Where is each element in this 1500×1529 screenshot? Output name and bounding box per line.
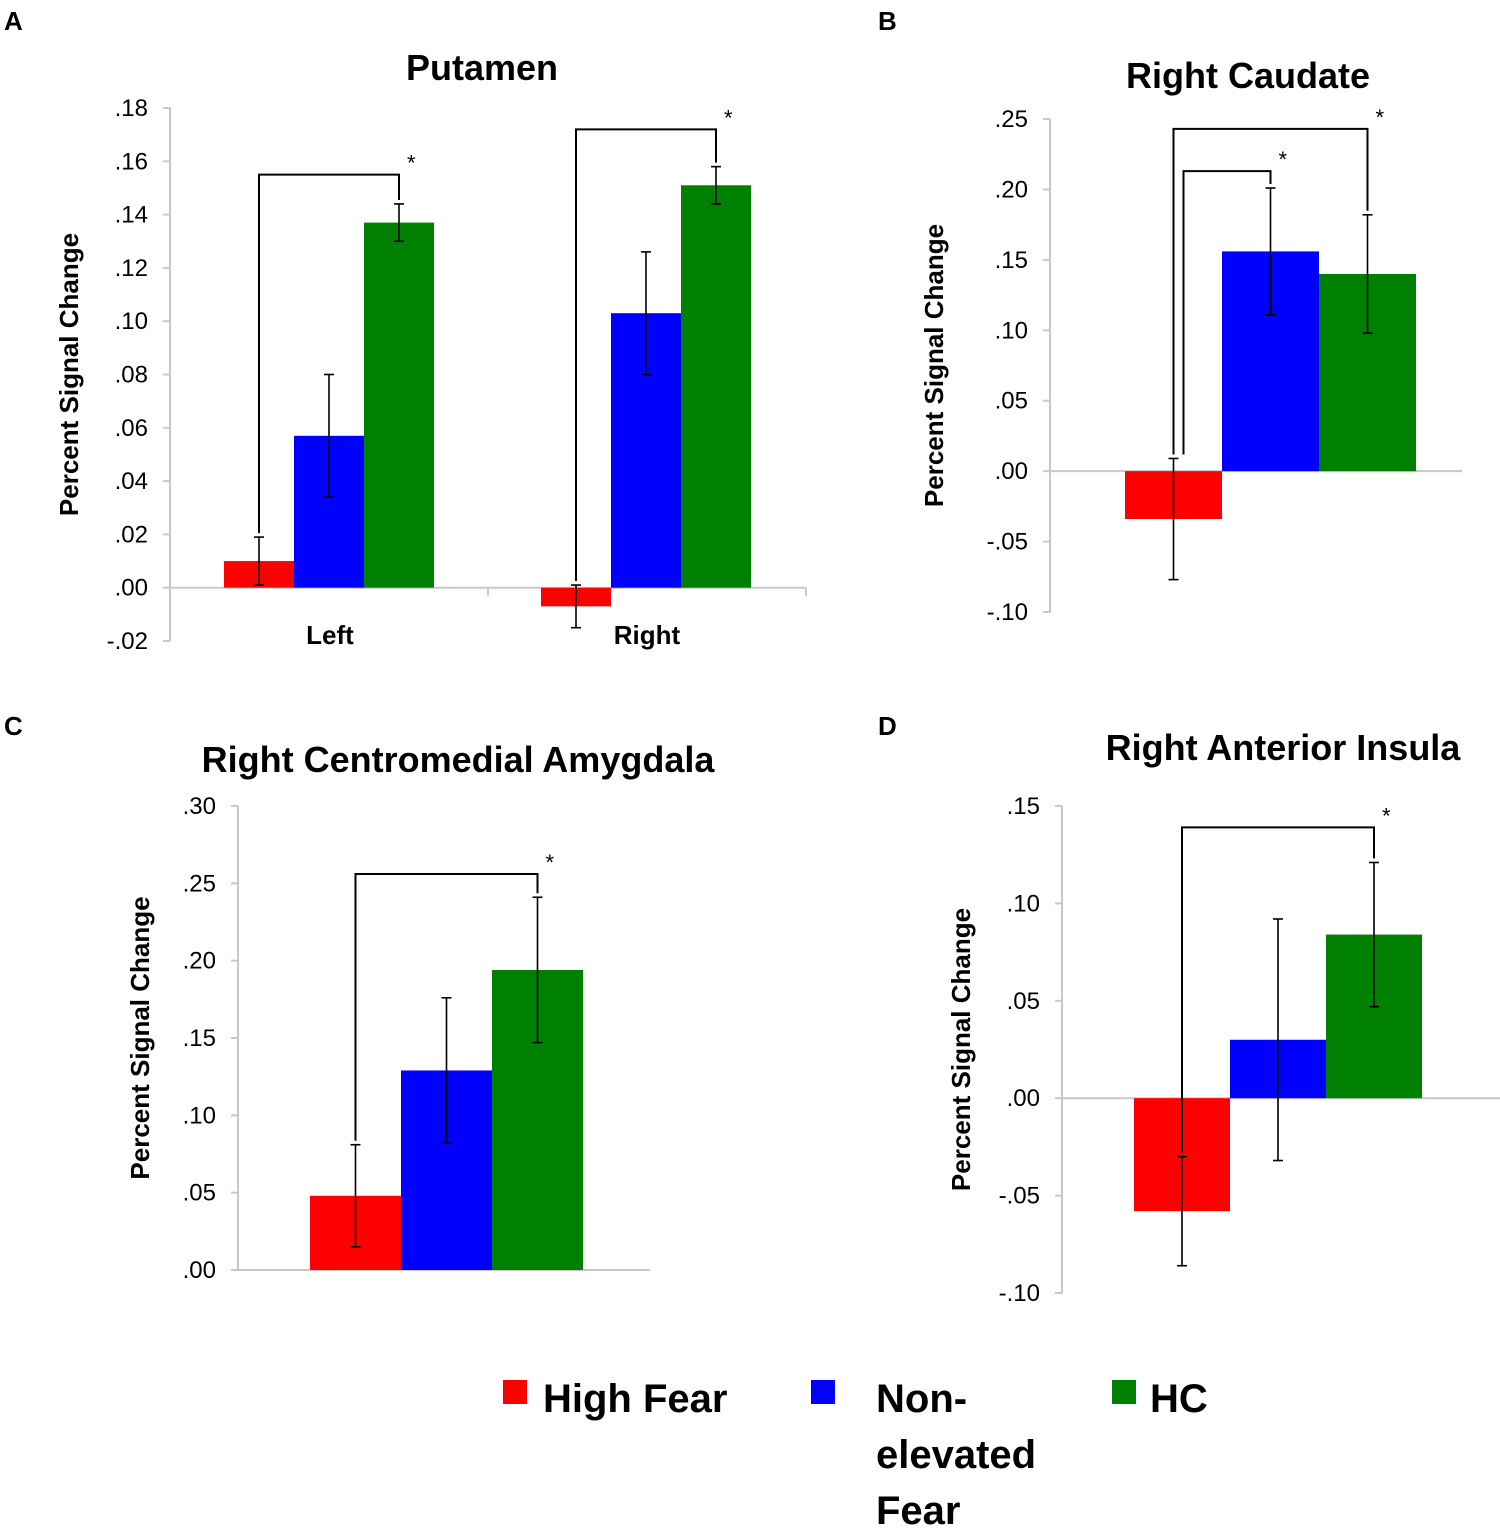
- legend-item: HC: [1112, 1377, 1208, 1421]
- significance-label: *: [407, 151, 416, 176]
- panel-letter: B: [878, 6, 897, 36]
- panel-letter: A: [4, 6, 23, 36]
- chart-title: Putamen: [406, 47, 558, 88]
- y-tick-label: .08: [115, 362, 148, 389]
- panel-d: D Right Anterior Insula Percent Signal Cha…: [878, 711, 1500, 1307]
- significance-label: *: [546, 850, 555, 875]
- y-tick-label: .10: [115, 308, 148, 335]
- y-tick-label: .10: [995, 317, 1028, 344]
- significance-label: *: [724, 105, 733, 130]
- legend-label: Fear: [876, 1489, 961, 1529]
- significance-bracket: [258, 173, 400, 534]
- y-tick-label: .10: [1007, 890, 1040, 917]
- y-tick-label: -.02: [107, 628, 148, 655]
- y-tick-label: -.05: [999, 1183, 1040, 1210]
- panel-letter: D: [878, 711, 897, 741]
- panel-c: C Right Centromedial Amygdala Percent Sign…: [4, 711, 715, 1284]
- significance-label: *: [1376, 105, 1385, 130]
- y-axis-label: Percent Signal Change: [919, 224, 949, 507]
- x-category-label: Right: [614, 620, 681, 650]
- y-tick-label: .00: [115, 575, 148, 602]
- y-tick-label: .02: [115, 521, 148, 548]
- y-tick-label: .12: [115, 255, 148, 282]
- y-tick-label: .06: [115, 415, 148, 442]
- panel-a: A Putamen Percent Signal Change .18 .16 .14 .1…: [4, 6, 807, 655]
- significance-label: *: [1382, 803, 1391, 828]
- significance-label: *: [1279, 147, 1288, 172]
- y-tick-label: -.10: [987, 599, 1028, 626]
- y-tick-label: .15: [1007, 793, 1040, 820]
- y-axis-label: Percent Signal Change: [125, 896, 155, 1179]
- significance-bracket: [354, 873, 539, 1141]
- legend-label: elevated: [876, 1433, 1036, 1477]
- legend: High Fear Non-elevated Fear HC: [503, 1377, 1208, 1529]
- legend-swatch: [811, 1380, 835, 1404]
- y-tick-label: .14: [115, 202, 148, 229]
- legend-swatch: [503, 1380, 527, 1404]
- y-tick-label: .00: [1007, 1085, 1040, 1112]
- legend-swatch: [1112, 1380, 1136, 1404]
- y-tick-label: .05: [995, 388, 1028, 415]
- panels: A Putamen Percent Signal Change .18 .16 .14 .1…: [4, 6, 1500, 1307]
- y-tick-label: .04: [115, 468, 148, 495]
- y-tick-label: .00: [995, 458, 1028, 485]
- y-tick-label: .30: [183, 793, 216, 820]
- legend-label: High Fear: [543, 1377, 727, 1421]
- y-tick-label: .15: [183, 1025, 216, 1052]
- y-tick-label: .05: [183, 1180, 216, 1207]
- significance-bracket: [1182, 170, 1272, 455]
- panel-letter: C: [4, 711, 23, 741]
- x-category-label: Left: [306, 620, 354, 650]
- chart-title: Right Anterior Insula: [1106, 727, 1462, 768]
- y-axis-label: Percent Signal Change: [946, 908, 976, 1191]
- legend-label: Non-: [876, 1377, 967, 1421]
- significance-bracket: [1181, 826, 1375, 1153]
- bar: [681, 185, 751, 588]
- legend-item: Non-elevated Fear: [811, 1377, 1036, 1529]
- y-tick-label: .25: [995, 106, 1028, 133]
- y-tick-label: -.10: [999, 1280, 1040, 1307]
- panel-b: B Right Caudate Percent Signal Change .25 .2…: [878, 6, 1462, 626]
- y-tick-label: .10: [183, 1102, 216, 1129]
- y-tick-label: -.05: [987, 529, 1028, 556]
- y-tick-label: .20: [995, 176, 1028, 203]
- y-tick-label: .25: [183, 870, 216, 897]
- chart-title: Right Centromedial Amygdala: [202, 739, 716, 780]
- bar: [364, 222, 434, 588]
- y-tick-label: .00: [183, 1257, 216, 1284]
- chart-title: Right Caudate: [1126, 55, 1370, 96]
- y-tick-label: .05: [1007, 988, 1040, 1015]
- y-tick-label: .16: [115, 148, 148, 175]
- significance-bracket: [1172, 127, 1369, 455]
- significance-bracket: [575, 128, 717, 582]
- y-tick-label: .20: [183, 948, 216, 975]
- y-axis-label: Percent Signal Change: [54, 233, 84, 516]
- legend-item: High Fear: [503, 1377, 727, 1421]
- legend-label: HC: [1150, 1377, 1208, 1421]
- y-tick-label: .18: [115, 95, 148, 122]
- y-tick-label: .15: [995, 247, 1028, 274]
